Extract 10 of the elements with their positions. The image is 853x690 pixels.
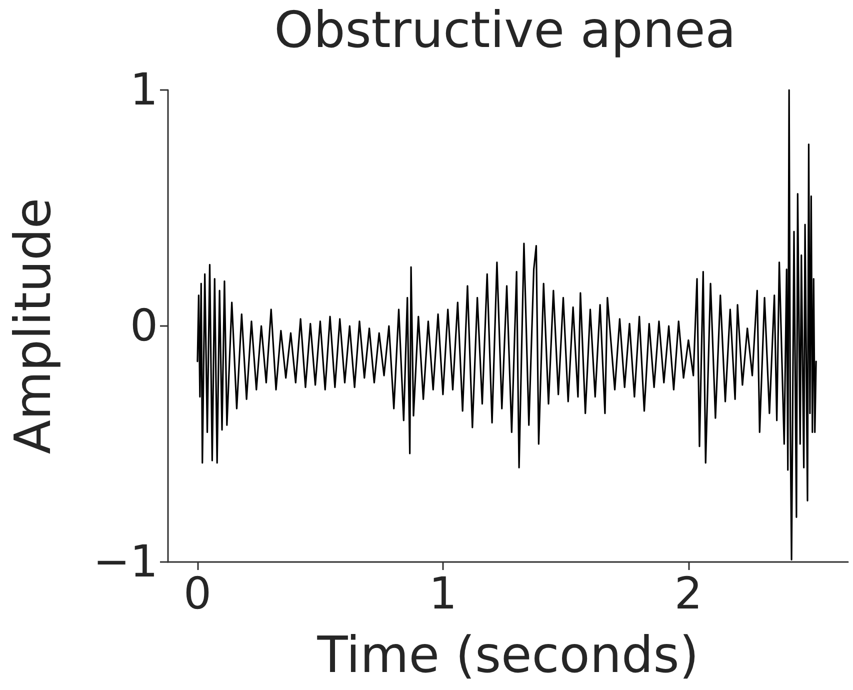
chart-title: Obstructive apnea <box>274 1 736 59</box>
y-tick-label: 1 <box>130 64 158 116</box>
x-tick-label: 2 <box>674 568 702 620</box>
y-tick-label: −1 <box>93 536 158 588</box>
y-tick-label: 0 <box>130 300 158 352</box>
y-axis-title: Amplitude <box>4 198 62 454</box>
x-axis-title: Time (seconds) <box>316 626 699 684</box>
x-tick-label: 1 <box>428 568 457 620</box>
line-series <box>196 89 817 560</box>
x-tick-label: 0 <box>183 568 212 620</box>
